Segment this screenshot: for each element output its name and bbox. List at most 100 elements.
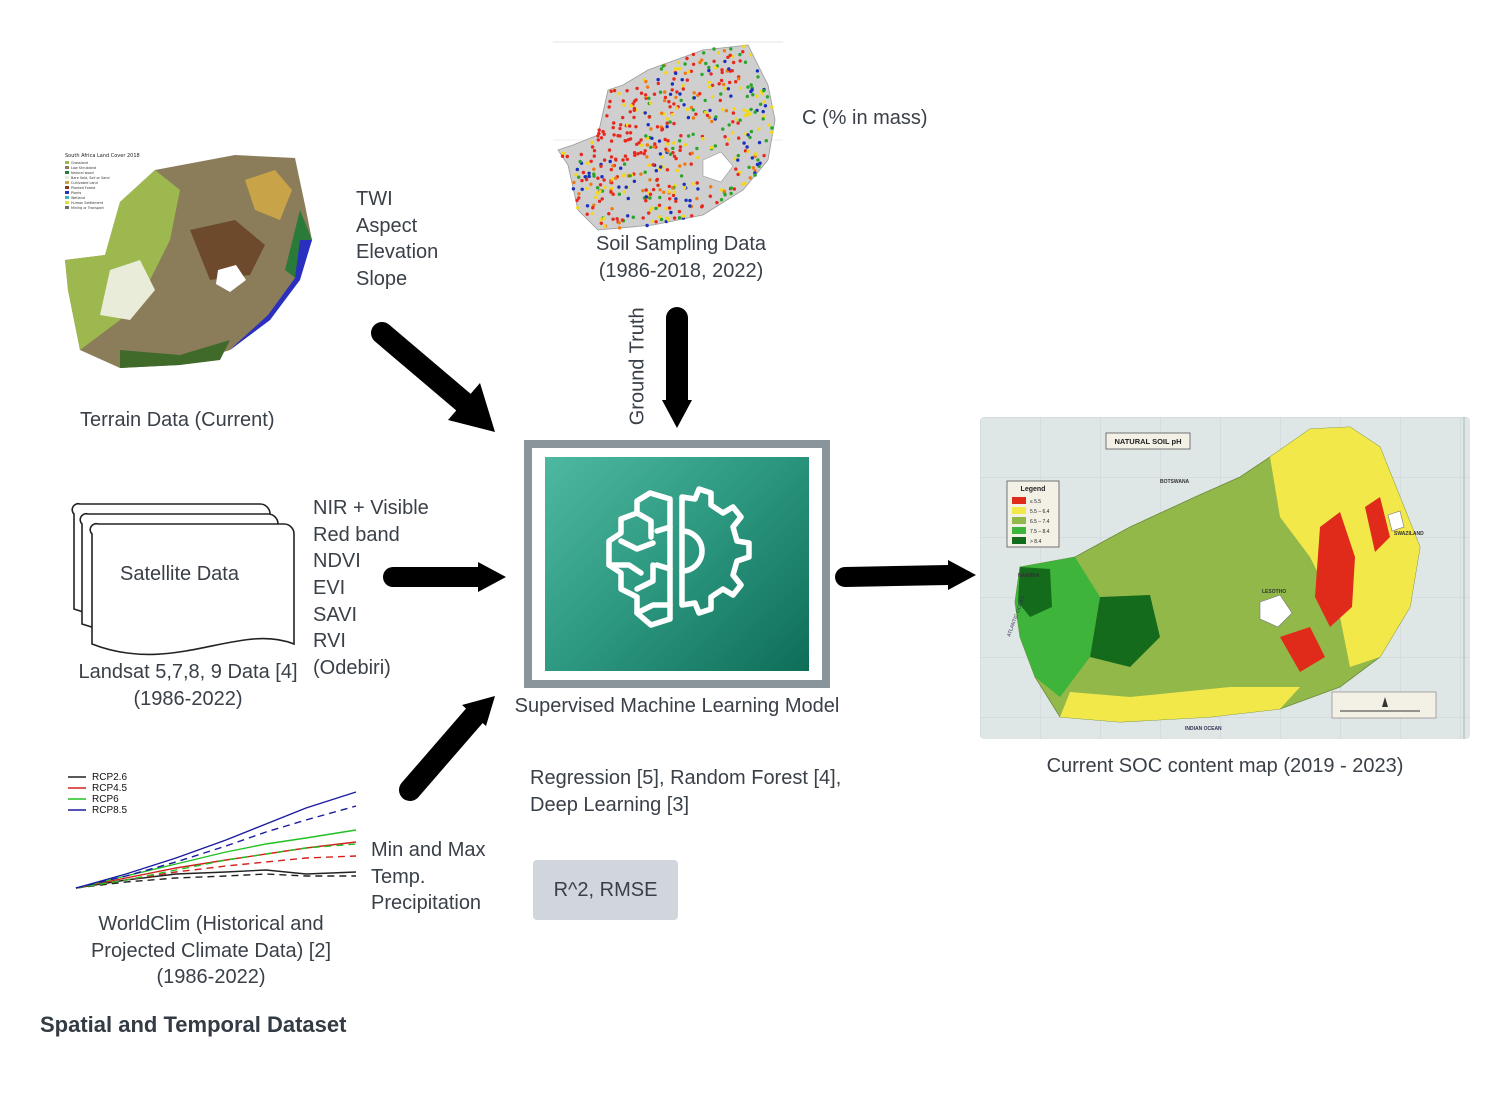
soil-sample-point bbox=[597, 199, 602, 203]
soil-sample-point bbox=[658, 188, 662, 192]
satellite-feature-nir: NIR + Visible bbox=[313, 497, 429, 519]
soil-sample-point bbox=[723, 193, 727, 197]
soil-sample-point bbox=[621, 115, 625, 120]
soil-sample-point bbox=[640, 143, 644, 147]
soil-sample-point bbox=[691, 52, 696, 57]
soil-sample-point bbox=[717, 82, 721, 86]
soil-sample-point bbox=[662, 190, 666, 194]
soil-sample-point bbox=[581, 170, 586, 175]
soil-sample-point bbox=[674, 106, 679, 110]
soil-sample-point bbox=[762, 88, 766, 93]
soil-sample-point bbox=[571, 187, 576, 191]
soil-sample-point bbox=[663, 90, 667, 94]
soil-sample-point bbox=[691, 62, 696, 66]
soil-sample-point bbox=[688, 204, 692, 208]
soil-sample-points bbox=[560, 44, 774, 230]
soil-sample-point bbox=[677, 139, 682, 143]
soil-sample-point bbox=[682, 182, 686, 186]
soil-sample-point bbox=[680, 78, 684, 82]
soil-sample-point bbox=[692, 96, 696, 100]
soil-sample-point bbox=[694, 112, 698, 116]
soil-sample-point bbox=[714, 115, 718, 119]
soil-sample-point bbox=[736, 172, 740, 177]
soil-sample-point bbox=[578, 159, 582, 164]
terrain-legend-4: Cultivated Land bbox=[71, 181, 98, 185]
satellite-feature-ndvi: NDVI bbox=[313, 550, 361, 573]
soil-sample-point bbox=[628, 124, 632, 128]
soil-sample-point bbox=[642, 152, 646, 156]
soil-sample-point bbox=[720, 70, 724, 75]
soil-sample-point bbox=[621, 99, 625, 103]
soil-sample-point bbox=[628, 110, 632, 114]
soil-sample-point bbox=[663, 95, 668, 100]
soil-sample-point bbox=[611, 192, 615, 196]
soil-sample-point bbox=[730, 69, 734, 73]
soil-sample-point bbox=[742, 141, 746, 145]
soil-sample-point bbox=[611, 125, 615, 130]
soil-sample-point bbox=[749, 89, 753, 94]
soil-sample-point bbox=[652, 144, 656, 149]
soil-sample-point bbox=[670, 82, 675, 86]
place-swaziland: SWAZILAND bbox=[1394, 531, 1424, 537]
climate-caption-line2: Projected Climate Data) [2] bbox=[90, 939, 332, 962]
soil-sample-point bbox=[618, 126, 622, 131]
climate-legend-rcp26: RCP2.6 bbox=[92, 772, 127, 783]
soil-sample-point bbox=[625, 157, 629, 161]
soil-sample-point bbox=[625, 89, 629, 93]
soil-sample-point bbox=[683, 143, 688, 147]
soil-sample-point bbox=[753, 110, 757, 114]
soil-sample-point bbox=[736, 158, 740, 162]
soil-sample-point bbox=[708, 108, 712, 113]
soil-sample-point bbox=[658, 90, 663, 94]
soil-sample-point bbox=[719, 188, 724, 192]
soil-sample-point bbox=[762, 153, 766, 158]
soil-sample-point bbox=[748, 135, 752, 140]
soil-sample-point bbox=[644, 195, 648, 199]
soil-sample-point bbox=[683, 71, 687, 75]
soil-sample-point bbox=[727, 67, 731, 71]
soil-sample-point bbox=[616, 134, 620, 138]
soil-sample-point bbox=[628, 131, 633, 135]
soil-sample-point bbox=[709, 185, 713, 189]
soil-sample-point bbox=[626, 196, 630, 201]
soil-sample-point bbox=[632, 106, 637, 111]
soil-sample-point bbox=[691, 132, 695, 136]
soil-sample-point bbox=[674, 156, 678, 161]
soil-sample-point bbox=[579, 152, 583, 157]
soil-sample-point bbox=[728, 53, 732, 57]
soil-caption-line2: (1986-2018, 2022) bbox=[598, 259, 764, 282]
soil-sample-point bbox=[726, 137, 731, 142]
soil-sample-point bbox=[668, 120, 672, 124]
soil-sample-point bbox=[602, 178, 606, 182]
soil-sample-point bbox=[611, 217, 615, 221]
soil-sample-point bbox=[729, 186, 733, 190]
soil-sample-point bbox=[596, 176, 600, 180]
soil-sample-point bbox=[587, 174, 591, 179]
soil-sample-point bbox=[729, 47, 733, 51]
soil-sample-point bbox=[708, 85, 712, 89]
satellite-feature-red: Red band bbox=[313, 523, 400, 546]
soil-sample-point bbox=[743, 114, 747, 118]
soil-sample-point bbox=[577, 175, 581, 179]
climate-projection-chart: RCP2.6 RCP4.5 RCP6 RCP8.5 bbox=[66, 768, 366, 896]
soil-sample-point bbox=[617, 221, 621, 225]
section-title: Spatial and Temporal Dataset bbox=[40, 1012, 347, 1037]
soil-sample-point bbox=[729, 191, 733, 196]
model-methods-line2: Deep Learning [3] bbox=[530, 793, 690, 816]
soil-sample-point bbox=[762, 100, 766, 104]
soil-sample-point bbox=[760, 92, 764, 96]
soil-sample-point bbox=[580, 187, 584, 191]
soil-sample-point bbox=[575, 198, 579, 203]
soil-sample-point bbox=[672, 102, 676, 106]
model-frame bbox=[524, 440, 830, 688]
soil-sample-point bbox=[669, 210, 673, 215]
soil-sample-point bbox=[663, 137, 667, 142]
soil-sample-point bbox=[704, 61, 708, 66]
satellite-feature-evi: EVI bbox=[313, 577, 346, 600]
soil-sample-point bbox=[628, 174, 632, 178]
soil-sample-point bbox=[689, 105, 694, 110]
soil-sample-point bbox=[560, 154, 565, 158]
soil-sample-point bbox=[690, 151, 694, 155]
terrain-feature-elevation: Elevation bbox=[356, 241, 439, 264]
